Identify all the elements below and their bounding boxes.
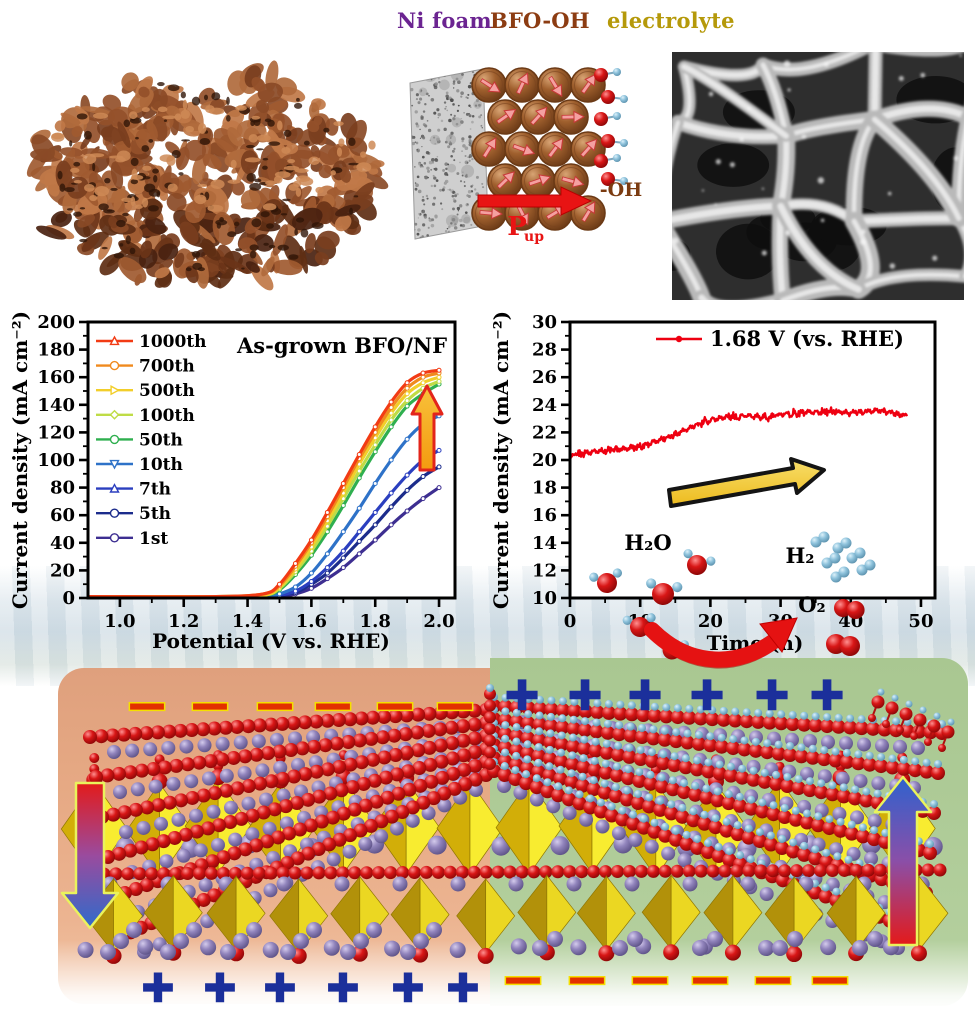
- ni-foam-bfo-oh-schematic: -OH Pup: [409, 67, 642, 245]
- polarization-arrow-icon: [580, 73, 597, 94]
- polarization-arrow-icon: [515, 203, 529, 226]
- svg-text:14: 14: [532, 533, 557, 554]
- lsv-legend: 1000th 700th 500th 100th 50th 10th 7th 5th 1st: [96, 332, 207, 549]
- polarization-arrow-icon: [580, 138, 598, 158]
- svg-text:100th: 100th: [139, 406, 195, 426]
- bfo-porous-structure-image: [26, 60, 389, 291]
- polarization-arrow-icon: [561, 175, 585, 188]
- polarization-arrow-icon: [581, 201, 596, 223]
- p-up-arrow-icon: [477, 186, 593, 216]
- svg-text:30: 30: [532, 312, 557, 333]
- hydrogen-molecule-icon: [846, 547, 866, 564]
- label-electrolyte: electrolyte: [607, 8, 735, 33]
- svg-text:120: 120: [37, 422, 75, 443]
- polarization-arrow-icon: [545, 205, 567, 220]
- polarization-arrow-icon: [547, 137, 564, 158]
- stability-legend: 1.68 V (vs. RHE): [656, 326, 904, 351]
- polarization-arrow-icon: [548, 75, 563, 97]
- svg-text:500th: 500th: [139, 381, 195, 401]
- svg-text:18: 18: [532, 478, 557, 499]
- svg-text:26: 26: [532, 367, 557, 388]
- polarization-arrow-icon: [530, 106, 548, 126]
- svg-text:140: 140: [37, 395, 75, 416]
- svg-text:16: 16: [532, 505, 557, 526]
- polarization-arrow-icon: [479, 206, 503, 220]
- svg-text:up: up: [524, 229, 544, 245]
- polarization-arrow-icon: [561, 110, 586, 124]
- ni-foam-sem-image: [672, 52, 964, 300]
- svg-text:60: 60: [50, 505, 75, 526]
- polarization-arrow-icon: [512, 143, 536, 156]
- svg-text:1st: 1st: [139, 529, 168, 549]
- panel-bottom-fade: [58, 940, 968, 1010]
- svg-text:H₂: H₂: [785, 543, 814, 568]
- stability-trace: [569, 406, 908, 460]
- ni-foam-block-texture: [410, 69, 488, 239]
- svg-text:H₂O: H₂O: [624, 530, 671, 555]
- label-ni-foam: Ni foam: [397, 8, 492, 33]
- svg-text:40: 40: [50, 533, 75, 554]
- sem-strand-network: [672, 52, 964, 300]
- polarization-arrow-icon: [528, 174, 552, 187]
- time-progress-arrow-icon: [667, 457, 826, 508]
- svg-text:160: 160: [37, 367, 75, 388]
- polarization-arrow-icon: [482, 137, 497, 159]
- polarization-arrow-icon: [479, 78, 501, 93]
- svg-text:24: 24: [532, 395, 557, 416]
- svg-text:1000th: 1000th: [139, 332, 207, 352]
- svg-text:22: 22: [532, 422, 557, 443]
- svg-text:5th: 5th: [139, 504, 171, 524]
- polarization-arrow-icon: [496, 108, 517, 125]
- increase-arrow-icon: [410, 384, 444, 472]
- svg-text:Current density (mA cm⁻²): Current density (mA cm⁻²): [8, 311, 32, 609]
- hydrogen-molecule-icon: [832, 537, 852, 554]
- svg-text:28: 28: [532, 340, 557, 361]
- hydrogen-molecule-icon: [810, 531, 830, 548]
- polarization-arrow-icon: [496, 171, 516, 190]
- svg-text:1.68 V (vs. RHE): 1.68 V (vs. RHE): [710, 326, 904, 351]
- svg-text:10th: 10th: [139, 455, 183, 475]
- svg-text:50th: 50th: [139, 430, 183, 450]
- svg-text:As-grown BFO/NF: As-grown BFO/NF: [236, 333, 447, 358]
- svg-text:Current density (mA cm⁻²): Current density (mA cm⁻²): [489, 311, 513, 609]
- svg-text:80: 80: [50, 478, 75, 499]
- svg-text:100: 100: [37, 450, 75, 471]
- svg-text:20: 20: [532, 450, 557, 471]
- svg-text:7th: 7th: [139, 480, 171, 500]
- svg-text:P: P: [507, 212, 527, 242]
- polarization-arrow-icon: [516, 72, 529, 95]
- lsv-series: [88, 367, 442, 598]
- svg-text:180: 180: [37, 340, 75, 361]
- svg-text:700th: 700th: [139, 357, 195, 377]
- svg-text:-OH: -OH: [600, 179, 642, 201]
- svg-text:200: 200: [37, 312, 75, 333]
- label-bfo-oh: BFO-OH: [490, 8, 590, 33]
